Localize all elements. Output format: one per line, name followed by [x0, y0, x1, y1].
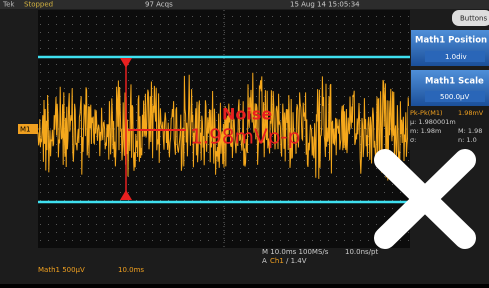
measurement-label: µ: 1.980001m [410, 118, 456, 126]
measurement-value: M: 1.98 [458, 127, 482, 135]
scope-screen: Noise 1.98mVp-p M1 Tek Stopped 97 Acqs 1… [0, 0, 489, 284]
channel-marker: M1 [20, 126, 31, 134]
trigger-prefix: A [262, 257, 267, 265]
math-setting: Math1 500µV [38, 266, 85, 274]
measurement-value: 1.98mV [458, 109, 484, 117]
measurement-label: m: 1.98m [410, 127, 441, 135]
annotation-value: 1.98mVp-p [190, 125, 300, 149]
status-bar [0, 0, 489, 9]
scale-label: Math1 Scale [425, 77, 484, 87]
measurement-label: Pk-Pk(M1) [410, 109, 443, 117]
trigger-channel: Ch1 [270, 257, 284, 265]
position-label: Math1 Position [415, 36, 487, 46]
menu-label[interactable]: Buttons [460, 15, 487, 23]
annotation-title: Noise [222, 105, 272, 124]
timebase: M 10.0ms 100MS/s [262, 248, 329, 256]
timebase-resolution: 10.0ns/pt [345, 248, 378, 256]
position-value: 1.0div [445, 53, 467, 61]
brand: Tek [2, 1, 15, 9]
status: Stopped [24, 1, 53, 9]
trigger-level: / 1.4V [286, 257, 307, 265]
measurement-value: n: 1.0 [458, 136, 477, 144]
acquisitions: 97 Acqs [145, 1, 173, 9]
math-time: 10.0ms [118, 266, 144, 274]
scale-value: 500.0µV [440, 93, 469, 101]
datetime: 15 Aug 14 15:05:34 [290, 1, 360, 9]
measurement-label: σ: [410, 136, 416, 144]
